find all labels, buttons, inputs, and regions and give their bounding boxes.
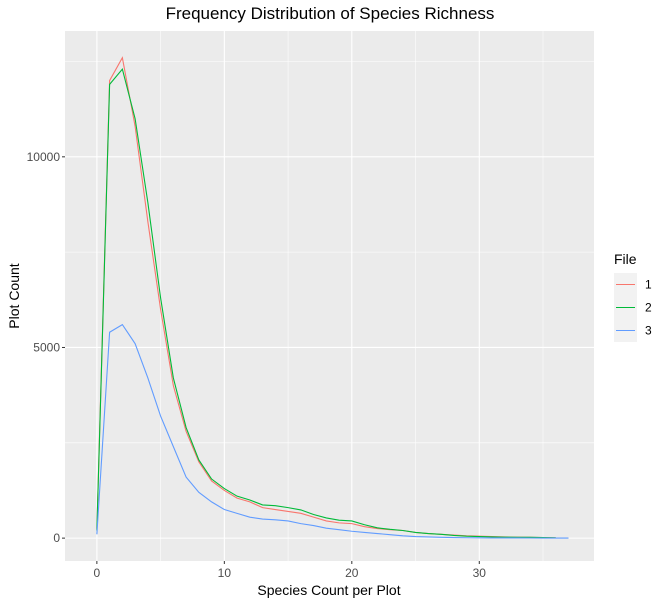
series-line-2 — [96, 67, 556, 539]
y-tick-label: 10000 — [27, 150, 61, 164]
x-axis: 0 10 20 30 — [94, 561, 487, 580]
x-axis-title: Species Count per Plot — [257, 582, 400, 598]
legend-label-1: 1 — [645, 278, 652, 292]
series-group — [96, 56, 569, 539]
x-tick-label: 30 — [473, 566, 487, 580]
y-axis-title: Plot Count — [6, 263, 22, 328]
y-tick-label: 0 — [53, 531, 60, 545]
legend-label-2: 2 — [645, 301, 652, 315]
y-axis: 0 5000 10000 — [27, 150, 65, 545]
plot-panel — [65, 31, 594, 561]
x-tick-label: 20 — [345, 566, 359, 580]
legend-label-3: 3 — [645, 324, 652, 338]
y-tick-label: 5000 — [33, 340, 60, 354]
series-line-3 — [96, 323, 569, 539]
chart-title: Frequency Distribution of Species Richne… — [166, 4, 495, 23]
x-tick-label: 0 — [94, 566, 101, 580]
legend-items: 1 2 3 — [614, 273, 652, 342]
x-tick-label: 10 — [218, 566, 232, 580]
legend-title: File — [614, 251, 637, 267]
legend: File 1 2 3 — [614, 251, 652, 342]
grid-major — [65, 31, 594, 561]
grid-minor — [65, 31, 594, 561]
